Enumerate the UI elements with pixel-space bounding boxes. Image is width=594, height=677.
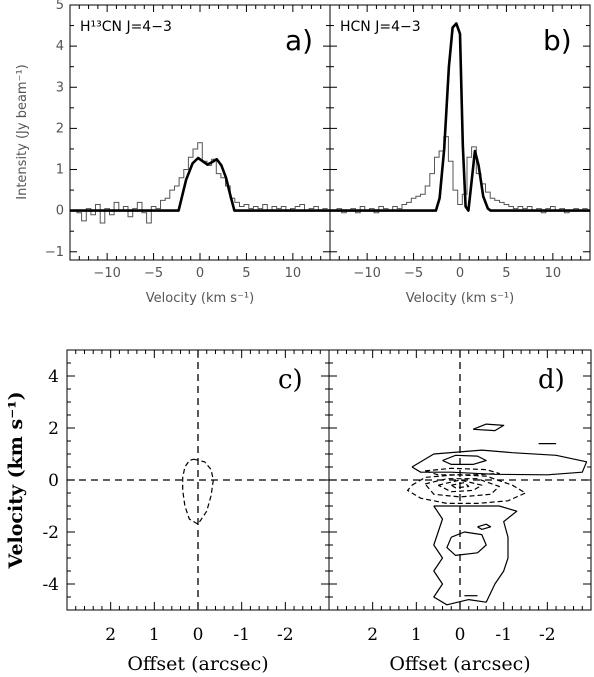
x-tick-label-d: -1 xyxy=(495,625,512,645)
x-tick-label-b: 10 xyxy=(545,266,562,281)
positive-contour-d xyxy=(442,454,487,465)
negative-contour-d xyxy=(424,467,500,476)
positive-contour-d xyxy=(411,449,588,476)
y-tick-label-a: 2 xyxy=(56,121,64,136)
panel-a-xlabel: Velocity (km s⁻¹) xyxy=(146,291,254,306)
y-tick-label-c: 0 xyxy=(48,471,59,491)
negative-contour-d xyxy=(450,482,470,489)
x-tick-label-d: 0 xyxy=(455,625,466,645)
x-tick-label-a: 0 xyxy=(196,266,204,281)
positive-contour-d xyxy=(477,523,492,530)
panel-d-label: d) xyxy=(538,365,565,395)
x-tick-label-d: 2 xyxy=(367,625,378,645)
panel-a-label: a) xyxy=(285,24,313,57)
panel-d: 2 1 0 -1 -2 d) Offset (arcsec) xyxy=(328,349,592,675)
panel-b-xlabel: Velocity (km s⁻¹) xyxy=(406,291,514,306)
x-tick-label-c: -1 xyxy=(233,625,250,645)
panel-d-frame xyxy=(328,349,592,611)
x-tick-label-d: 1 xyxy=(411,625,422,645)
panel-a-data xyxy=(70,142,330,224)
panel-d-xlabel: Offset (arcsec) xyxy=(389,653,530,675)
y-tick-label-a: 3 xyxy=(56,80,64,95)
x-tick-label-c: 0 xyxy=(193,625,204,645)
y-tick-label-a: 1 xyxy=(56,163,64,178)
x-tick-label-b: −5 xyxy=(404,266,423,281)
positive-contour-d xyxy=(472,423,505,432)
panel-c-ticks: 2 1 0 -1 -2 -4 -2 0 2 4 xyxy=(42,349,330,645)
x-tick-label-a: 5 xyxy=(242,266,250,281)
panel-d-ticks: 2 1 0 -1 -2 xyxy=(328,349,592,645)
x-tick-label-a: −5 xyxy=(144,266,163,281)
y-tick-label-c: 2 xyxy=(48,419,59,439)
model-spectrum-b xyxy=(330,22,590,212)
y-tick-label-c: 4 xyxy=(48,367,59,387)
panel-a-ylabel: Intensity (Jy beam⁻¹) xyxy=(15,64,30,199)
x-tick-label-c: 1 xyxy=(149,625,160,645)
panel-c-ylabel: Velocity (km s⁻¹) xyxy=(5,391,27,569)
y-tick-label-a: 0 xyxy=(56,204,64,219)
observed-spectrum-a xyxy=(72,142,328,224)
x-tick-label-b: 0 xyxy=(456,266,464,281)
x-tick-label-a: −10 xyxy=(93,266,120,281)
panel-c-label: c) xyxy=(278,365,303,395)
model-spectrum-a xyxy=(70,156,330,212)
x-tick-label-a: 10 xyxy=(285,266,302,281)
x-tick-label-d: -2 xyxy=(539,625,556,645)
panel-c-xlabel: Offset (arcsec) xyxy=(127,653,268,675)
panel-b: −10 −5 0 5 10 HCN J=4−3 b) Velocity (km s⁻¹) xyxy=(329,4,591,306)
x-tick-label-b: −10 xyxy=(353,266,380,281)
panel-b-title: HCN J=4−3 xyxy=(340,19,421,35)
negative-contour-c xyxy=(182,458,214,525)
x-tick-label-c: -2 xyxy=(277,625,294,645)
panel-b-ticks: −10 −5 0 5 10 xyxy=(329,4,591,281)
positive-contour-d xyxy=(446,531,487,556)
panel-d-data xyxy=(329,350,591,610)
x-tick-label-c: 2 xyxy=(105,625,116,645)
panel-b-data xyxy=(330,22,590,214)
panel-a-title: H¹³CN J=4−3 xyxy=(80,19,172,35)
y-tick-label-a: 4 xyxy=(56,39,64,54)
y-tick-label-c: -2 xyxy=(42,523,59,543)
negative-contour-d xyxy=(424,478,500,498)
negative-contour-d xyxy=(437,479,483,493)
y-tick-label-a: −1 xyxy=(45,245,64,260)
panel-b-frame xyxy=(329,4,591,261)
y-tick-label-c: -4 xyxy=(42,575,59,595)
panel-b-label: b) xyxy=(543,24,572,57)
x-tick-label-b: 5 xyxy=(502,266,510,281)
positive-contour-d xyxy=(433,505,518,606)
panel-c-data xyxy=(67,350,329,610)
observed-spectrum-b xyxy=(332,136,588,214)
y-tick-label-a: 5 xyxy=(56,0,64,13)
